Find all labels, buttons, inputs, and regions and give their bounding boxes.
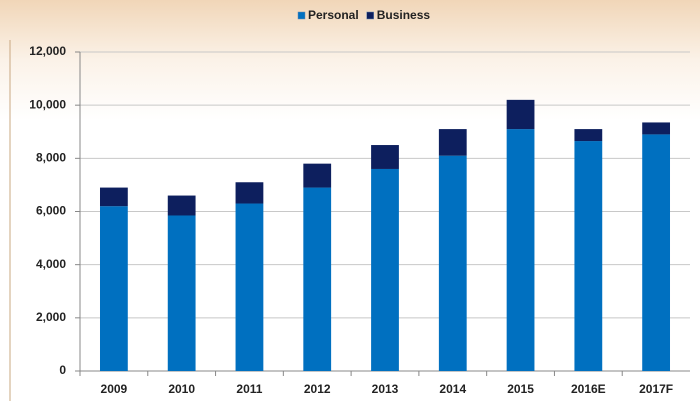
x-tick-label: 2012 bbox=[304, 382, 331, 396]
bar-segment bbox=[99, 187, 128, 207]
bar-segment bbox=[99, 206, 128, 371]
bar-segment bbox=[574, 129, 603, 142]
y-tick-label: 2,000 bbox=[36, 310, 66, 324]
x-tick-label: 2013 bbox=[372, 382, 399, 396]
x-tick-label: 2015 bbox=[507, 382, 534, 396]
x-tick-label: 2009 bbox=[101, 382, 128, 396]
bar-segment bbox=[167, 215, 196, 371]
y-tick-label: 8,000 bbox=[36, 151, 66, 165]
bar-segment bbox=[303, 163, 332, 188]
x-tick-label: 2010 bbox=[168, 382, 195, 396]
bar-segment bbox=[167, 195, 196, 216]
y-tick-label: 0 bbox=[59, 363, 66, 377]
bar-segment bbox=[235, 203, 264, 371]
y-tick-label: 4,000 bbox=[36, 257, 66, 271]
bar-segment bbox=[303, 187, 332, 371]
bar-segment bbox=[642, 122, 671, 135]
x-tick-label: 2017F bbox=[639, 382, 673, 396]
bar-segment bbox=[506, 99, 535, 130]
bar-segment bbox=[574, 141, 603, 371]
bar-segment bbox=[642, 134, 671, 371]
legend-swatch bbox=[366, 11, 374, 20]
bar-segment bbox=[371, 168, 399, 371]
bar-segment bbox=[506, 129, 535, 371]
bar-segment bbox=[438, 155, 467, 371]
y-tick-label: 10,000 bbox=[29, 97, 66, 111]
x-tick-label: 2016E bbox=[571, 382, 606, 396]
legend-label: Personal bbox=[308, 8, 359, 22]
legend-label: Business bbox=[377, 8, 431, 22]
legend-swatch bbox=[297, 11, 306, 20]
x-tick-label: 2014 bbox=[439, 382, 466, 396]
y-tick-label: 12,000 bbox=[29, 44, 66, 58]
y-tick-label: 6,000 bbox=[36, 204, 66, 218]
bar-segment bbox=[371, 145, 399, 169]
x-tick-label: 2011 bbox=[236, 382, 262, 396]
bar-segment bbox=[235, 182, 264, 204]
bar-segment bbox=[438, 129, 467, 156]
